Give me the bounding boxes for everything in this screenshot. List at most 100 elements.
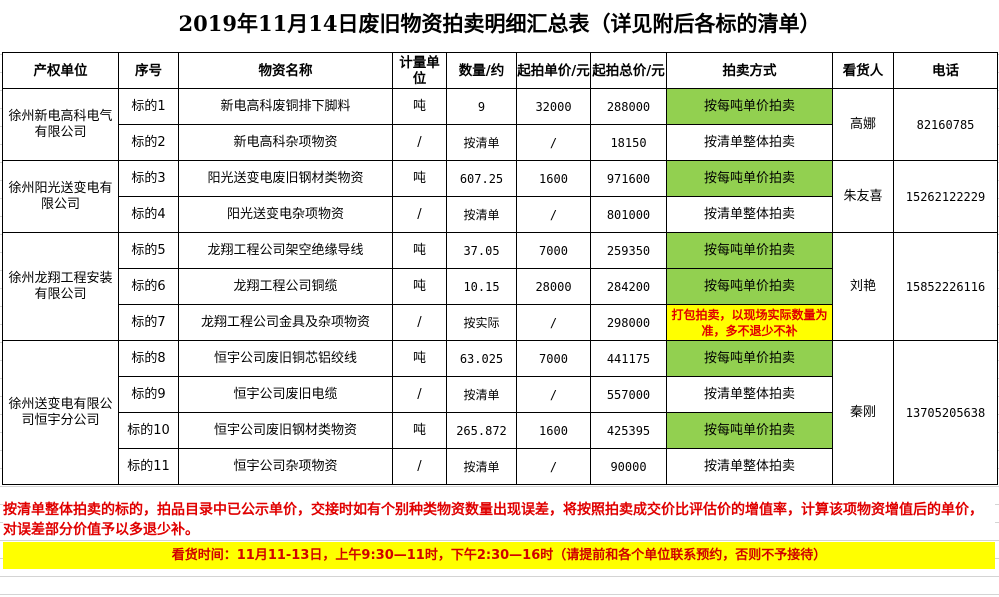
unit-cell[interactable]: / [392,304,447,341]
header-unit: 计量单位 [392,52,447,89]
owner-cell[interactable]: 徐州阳光送变电有限公司 [2,160,119,233]
unit-cell[interactable]: / [392,376,447,413]
lot-cell[interactable]: 标的6 [118,268,179,305]
quantity-cell[interactable]: 607.25 [446,160,517,197]
lot-cell[interactable]: 标的10 [118,412,179,449]
quantity-cell[interactable]: 63.025 [446,340,517,377]
total-price-cell[interactable]: 259350 [590,232,667,269]
owner-cell[interactable]: 徐州龙翔工程安装有限公司 [2,232,119,341]
method-cell[interactable]: 按每吨单价拍卖 [666,268,833,305]
unit-price-cell[interactable]: 1600 [516,160,591,197]
total-price-cell[interactable]: 425395 [590,412,667,449]
unit-price-cell[interactable]: / [516,376,591,413]
quantity-cell[interactable]: 265.872 [446,412,517,449]
item-name-cell[interactable]: 新电高科废铜排下脚料 [178,88,393,125]
header-owner: 产权单位 [2,52,119,89]
method-cell[interactable]: 按清单整体拍卖 [666,124,833,161]
viewer-cell[interactable]: 朱友喜 [832,160,894,233]
header-row: 产权单位 序号 物资名称 计量单位 数量/约 起拍单价/元 起拍总价/元 拍卖方式 看货人 电话 [2,52,998,89]
item-name-cell[interactable]: 恒宇公司废旧铜芯铝绞线 [178,340,393,377]
total-price-cell[interactable]: 90000 [590,448,667,485]
unit-price-cell[interactable]: / [516,196,591,233]
unit-cell[interactable]: / [392,196,447,233]
viewer-cell[interactable]: 刘艳 [832,232,894,341]
quantity-cell[interactable]: 9 [446,88,517,125]
table-row: 标的10 恒宇公司废旧钢材类物资吨 265.872 1600 425395 按每吨单价拍卖 [3,412,998,449]
phone-cell[interactable]: 15262122229 [893,160,998,233]
table-row: 徐州阳光送变电有限公司 标的3 阳光送变电废旧钢材类物资吨 607.25 1600 971… [2,160,998,233]
owner-cell[interactable]: 徐州送变电有限公司恒宇分公司 [2,340,119,485]
phone-cell[interactable]: 13705205638 [893,340,998,485]
method-cell[interactable]: 按每吨单价拍卖 [666,340,833,377]
item-name-cell[interactable]: 龙翔工程公司架空绝缘导线 [178,232,393,269]
method-cell[interactable]: 按每吨单价拍卖 [666,412,833,449]
method-cell[interactable]: 按清单整体拍卖 [666,376,833,413]
method-cell[interactable]: 打包拍卖，以现场实际数量为准，多不退少不补 [666,304,833,341]
lot-cell[interactable]: 标的11 [118,448,179,485]
table-row: 徐州龙翔工程安装有限公司 标的5 龙翔工程公司架空绝缘导线吨 37.05 7000 259… [2,232,998,341]
unit-price-cell[interactable]: / [516,124,591,161]
item-name-cell[interactable]: 龙翔工程公司铜缆 [178,268,393,305]
phone-cell[interactable]: 15852226116 [893,232,998,341]
total-price-cell[interactable]: 284200 [590,268,667,305]
lot-cell[interactable]: 标的8 [118,340,179,377]
lot-cell[interactable]: 标的9 [118,376,179,413]
unit-cell[interactable]: 吨 [392,88,447,125]
item-name-cell[interactable]: 龙翔工程公司金具及杂项物资 [178,304,393,341]
method-cell[interactable]: 按清单整体拍卖 [666,196,833,233]
unit-cell[interactable]: 吨 [392,340,447,377]
unit-price-cell[interactable]: 32000 [516,88,591,125]
item-name-cell[interactable]: 恒宇公司杂项物资 [178,448,393,485]
method-cell[interactable]: 按每吨单价拍卖 [666,160,833,197]
item-name-cell[interactable]: 阳光送变电杂项物资 [178,196,393,233]
table-row: 徐州送变电有限公司恒宇分公司 标的8 恒宇公司废旧铜芯铝绞线吨 63.025 7000 4… [2,340,998,485]
total-price-cell[interactable]: 971600 [590,160,667,197]
total-price-cell[interactable]: 288000 [590,88,667,125]
unit-cell[interactable]: 吨 [392,160,447,197]
lot-cell[interactable]: 标的1 [118,88,179,125]
lot-cell[interactable]: 标的7 [118,304,179,341]
item-name-cell[interactable]: 新电高科杂项物资 [178,124,393,161]
quantity-cell[interactable]: 按实际 [446,304,517,341]
lot-cell[interactable]: 标的4 [118,196,179,233]
phone-cell[interactable]: 82160785 [893,88,998,161]
unit-cell[interactable]: / [392,124,447,161]
total-price-cell[interactable]: 801000 [590,196,667,233]
viewer-cell[interactable]: 秦刚 [832,340,894,485]
table-row: 标的2 新电高科杂项物资 / 按清单/18150 按清单整体拍卖 [3,124,998,161]
table-row: 徐州新电高科电气有限公司 标的1 新电高科废铜排下脚料吨 9 32000 288000 按每… [2,88,998,161]
method-cell[interactable]: 按每吨单价拍卖 [666,232,833,269]
total-price-cell[interactable]: 18150 [590,124,667,161]
item-name-cell[interactable]: 恒宇公司废旧钢材类物资 [178,412,393,449]
lot-cell[interactable]: 标的2 [118,124,179,161]
total-price-cell[interactable]: 557000 [590,376,667,413]
quantity-cell[interactable]: 10.15 [446,268,517,305]
table-row: 标的11 恒宇公司杂项物资 / 按清单/90000 按清单整体拍卖 [3,448,998,485]
quantity-cell[interactable]: 按清单 [446,196,517,233]
method-cell[interactable]: 按清单整体拍卖 [666,448,833,485]
unit-cell[interactable]: / [392,448,447,485]
unit-price-cell[interactable]: 28000 [516,268,591,305]
viewer-cell[interactable]: 高娜 [832,88,894,161]
unit-price-cell[interactable]: 7000 [516,232,591,269]
unit-price-cell[interactable]: / [516,448,591,485]
lot-cell[interactable]: 标的3 [118,160,179,197]
quantity-cell[interactable]: 按清单 [446,376,517,413]
unit-cell[interactable]: 吨 [392,232,447,269]
item-name-cell[interactable]: 阳光送变电废旧钢材类物资 [178,160,393,197]
unit-cell[interactable]: 吨 [392,268,447,305]
method-cell[interactable]: 按每吨单价拍卖 [666,88,833,125]
unit-price-cell[interactable]: / [516,304,591,341]
lot-cell[interactable]: 标的5 [118,232,179,269]
total-price-cell[interactable]: 441175 [590,340,667,377]
item-name-cell[interactable]: 恒宇公司废旧电缆 [178,376,393,413]
quantity-cell[interactable]: 37.05 [446,232,517,269]
total-price-cell[interactable]: 298000 [590,304,667,341]
unit-cell[interactable]: 吨 [392,412,447,449]
owner-cell[interactable]: 徐州新电高科电气有限公司 [2,88,119,161]
table-row: 标的6 龙翔工程公司铜缆吨 10.15 28000 284200 按每吨单价拍卖 [3,268,998,305]
quantity-cell[interactable]: 按清单 [446,448,517,485]
unit-price-cell[interactable]: 7000 [516,340,591,377]
unit-price-cell[interactable]: 1600 [516,412,591,449]
quantity-cell[interactable]: 按清单 [446,124,517,161]
